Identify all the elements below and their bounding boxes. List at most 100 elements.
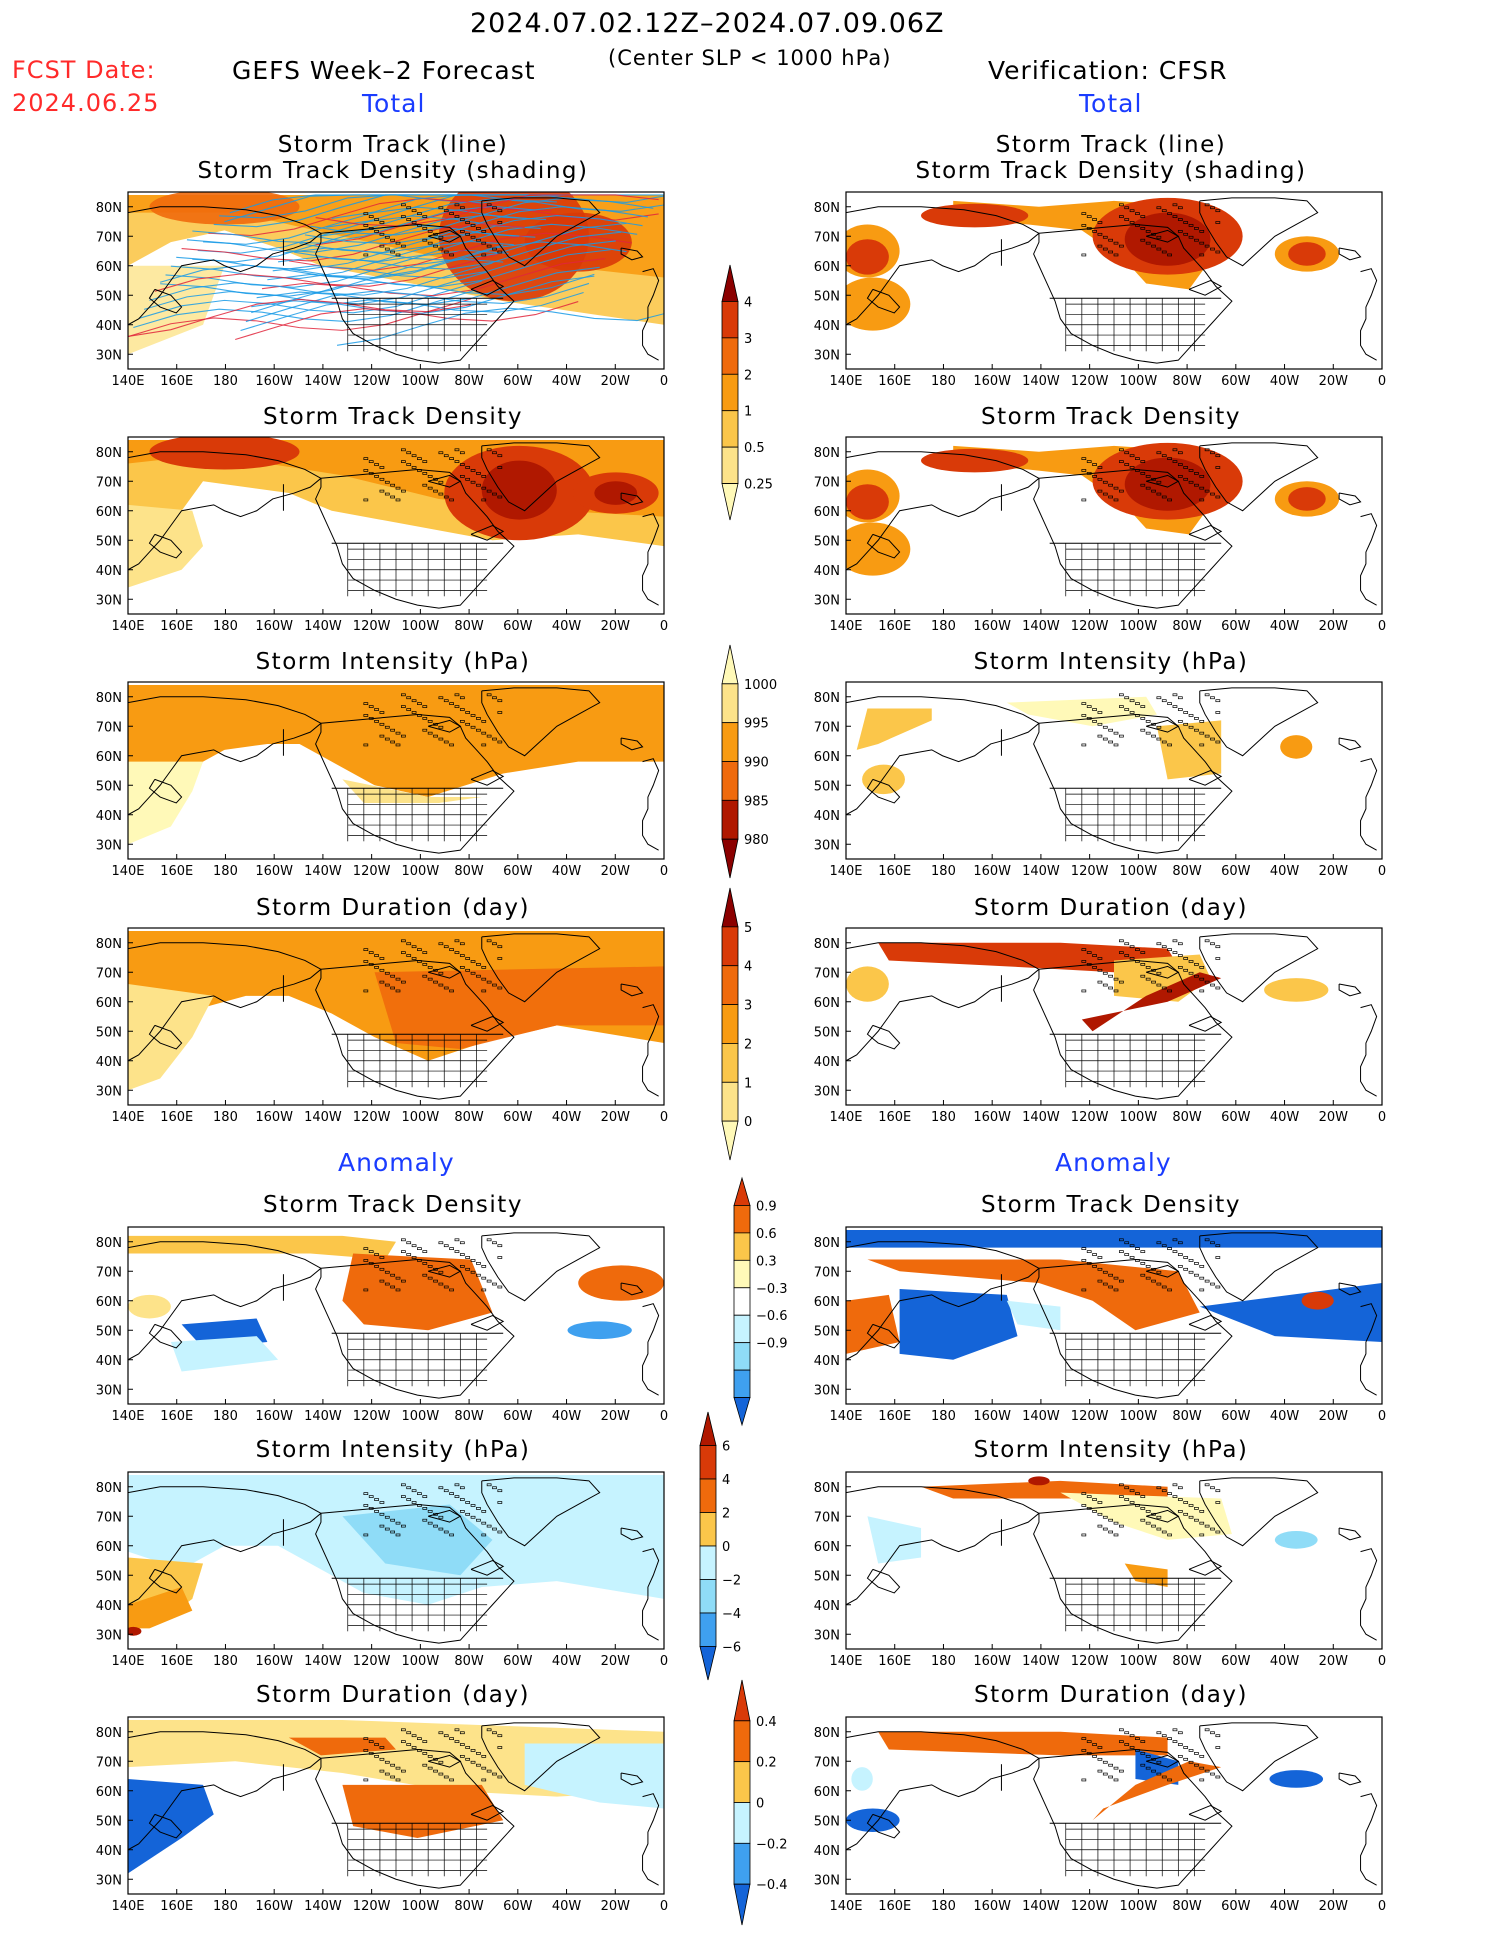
- colorbar-label: 995: [744, 717, 769, 732]
- lon-tick-label: 140W: [304, 1409, 342, 1424]
- lon-tick-label: 160W: [255, 1110, 293, 1125]
- lon-tick-label: 140E: [829, 1654, 862, 1669]
- lon-tick-label: 80W: [1172, 1654, 1202, 1669]
- lon-tick-label: 80W: [454, 864, 484, 879]
- lat-tick-label: 50N: [814, 289, 840, 304]
- colorbar-label: 3: [744, 332, 752, 347]
- lon-tick-label: 60W: [503, 1654, 533, 1669]
- colorbar-label: 2: [722, 1507, 730, 1522]
- lon-tick-label: 40W: [552, 1110, 582, 1125]
- verification-title: Verification: CFSR: [988, 56, 1228, 85]
- lat-tick-label: 70N: [96, 1755, 122, 1770]
- lon-tick-label: 40W: [552, 619, 582, 634]
- lat-tick-label: 30N: [814, 1084, 840, 1099]
- map-panel-cf-track: 80N 70N 60N 50N 40N 30N 140E 160E 180 160W 140W 120…: [814, 191, 1386, 389]
- lon-tick-label: 100W: [402, 1899, 440, 1914]
- lon-tick-label: 0: [660, 374, 668, 389]
- lat-tick-label: 30N: [96, 1084, 122, 1099]
- lon-tick-label: 120W: [353, 1899, 391, 1914]
- lon-tick-label: 60W: [503, 619, 533, 634]
- lon-tick-label: 80W: [1172, 1899, 1202, 1914]
- lon-tick-label: 140W: [1022, 374, 1060, 389]
- lon-tick-label: 80W: [1172, 1409, 1202, 1424]
- lon-tick-label: 100W: [1120, 374, 1158, 389]
- lon-tick-label: 160W: [255, 1899, 293, 1914]
- lat-tick-label: 30N: [814, 593, 840, 608]
- map-panel-va-intensity: 80N 70N 60N 50N 40N 30N 140E 160E 180 160W 140W 120…: [814, 1471, 1386, 1669]
- lon-tick-label: 180: [931, 1110, 956, 1125]
- lon-tick-label: 120W: [353, 1654, 391, 1669]
- lon-tick-label: 40W: [1270, 1654, 1300, 1669]
- colorbar-label: 3: [744, 999, 752, 1014]
- lat-tick-label: 60N: [96, 1295, 122, 1310]
- colorbar-label: 1: [744, 405, 752, 420]
- colorbar-label: 990: [744, 756, 769, 771]
- lon-tick-label: 160W: [255, 1654, 293, 1669]
- lon-tick-label: 60W: [503, 864, 533, 879]
- title-anom-duration-right: Storm Duration (day): [974, 1682, 1248, 1708]
- lon-tick-label: 140W: [1022, 1654, 1060, 1669]
- colorbar-label: 0: [722, 1540, 730, 1555]
- lon-tick-label: 0: [660, 864, 668, 879]
- lon-tick-label: 40W: [552, 1409, 582, 1424]
- title-density-right: Storm Track Density: [981, 404, 1241, 430]
- lon-tick-label: 160W: [255, 1409, 293, 1424]
- map-panel-va-duration: 80N 70N 60N 50N 40N 30N 140E 160E 180 160W 140W 120…: [814, 1716, 1386, 1914]
- lat-tick-label: 40N: [814, 1055, 840, 1070]
- forecast-model-title: GEFS Week–2 Forecast: [232, 56, 536, 85]
- section-anomaly-left: Anomaly: [338, 1148, 455, 1177]
- map-panel-cf-intensity: 80N 70N 60N 50N 40N 30N 140E 160E 180 160W 140W 120…: [814, 681, 1386, 879]
- lon-tick-label: 120W: [1071, 1110, 1109, 1125]
- lon-tick-label: 140E: [829, 864, 862, 879]
- colorbar-label: 2: [744, 1037, 752, 1052]
- lon-tick-label: 0: [660, 1409, 668, 1424]
- lon-tick-label: 140E: [829, 374, 862, 389]
- lat-tick-label: 60N: [814, 1295, 840, 1310]
- fcst-date-label: FCST Date:: [12, 56, 156, 84]
- lat-tick-label: 60N: [814, 505, 840, 520]
- lat-tick-label: 40N: [814, 319, 840, 334]
- map-panel-fc-intensity: 80N 70N 60N 50N 40N 30N 140E 160E 180 160W 140W 120…: [96, 681, 668, 879]
- lat-tick-label: 80N: [814, 937, 840, 952]
- lon-tick-label: 80W: [454, 374, 484, 389]
- lat-tick-label: 30N: [814, 1873, 840, 1888]
- lat-tick-label: 40N: [96, 564, 122, 579]
- map-panel-fa-density: 80N 70N 60N 50N 40N 30N 140E 160E 180 160W 140W 120…: [96, 1226, 668, 1424]
- slp-criterion: (Center SLP < 1000 hPa): [608, 46, 892, 70]
- lon-tick-label: 0: [1378, 1110, 1386, 1125]
- lon-tick-label: 140W: [1022, 1899, 1060, 1914]
- lon-tick-label: 160E: [160, 1899, 193, 1914]
- lon-tick-label: 20W: [601, 864, 631, 879]
- lon-tick-label: 20W: [1319, 619, 1349, 634]
- lon-tick-label: 20W: [1319, 1409, 1349, 1424]
- lon-tick-label: 60W: [503, 1899, 533, 1914]
- lon-tick-label: 160E: [878, 1654, 911, 1669]
- lon-tick-label: 20W: [1319, 374, 1349, 389]
- colorbar-label: 0: [744, 1115, 752, 1130]
- lon-tick-label: 20W: [601, 1654, 631, 1669]
- lon-tick-label: 180: [931, 1409, 956, 1424]
- lat-tick-label: 40N: [814, 809, 840, 824]
- title-anom-intensity-left: Storm Intensity (hPa): [255, 1437, 531, 1463]
- lat-tick-label: 50N: [814, 1569, 840, 1584]
- lon-tick-label: 100W: [1120, 619, 1158, 634]
- lon-tick-label: 160W: [973, 1110, 1011, 1125]
- colorbar-label: 0.6: [756, 1227, 777, 1242]
- lon-tick-label: 140W: [304, 374, 342, 389]
- colorbar-label: 5: [744, 921, 752, 936]
- lon-tick-label: 20W: [601, 1899, 631, 1914]
- lon-tick-label: 160E: [160, 619, 193, 634]
- lat-tick-label: 60N: [814, 750, 840, 765]
- lat-tick-label: 80N: [96, 1726, 122, 1741]
- lat-tick-label: 80N: [814, 1481, 840, 1496]
- lon-tick-label: 0: [1378, 1409, 1386, 1424]
- colorbar-label: −2: [722, 1574, 741, 1589]
- map-panel-fc-density: 80N 70N 60N 50N 40N 30N 140E 160E 180 160W 140W 120…: [96, 436, 668, 634]
- lon-tick-label: 100W: [402, 1409, 440, 1424]
- lat-tick-label: 30N: [96, 838, 122, 853]
- lon-tick-label: 80W: [454, 1899, 484, 1914]
- lon-tick-label: 40W: [1270, 1409, 1300, 1424]
- lon-tick-label: 180: [213, 1899, 238, 1914]
- title-anom-density-left: Storm Track Density: [263, 1192, 523, 1218]
- lon-tick-label: 160E: [878, 1899, 911, 1914]
